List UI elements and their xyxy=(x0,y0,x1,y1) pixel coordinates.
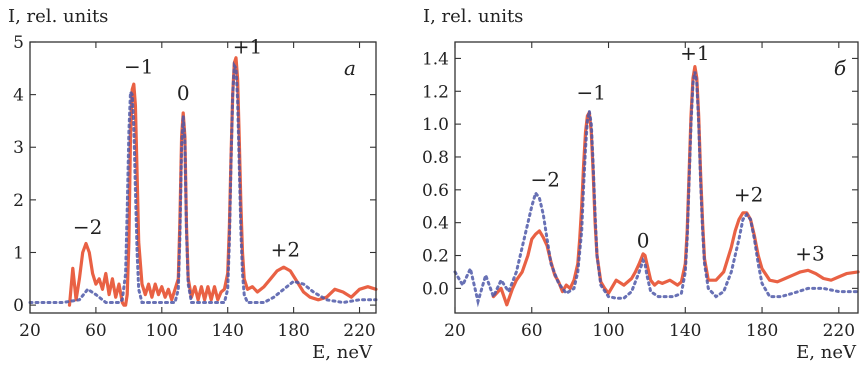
y-tick-label: 1.2 xyxy=(422,82,449,102)
y-tick-label: 0.8 xyxy=(422,148,449,168)
x-tick-label: 60 xyxy=(85,321,107,341)
plot-frame xyxy=(29,41,377,314)
peak-annotation: +1 xyxy=(233,35,262,59)
peak-annotation: +2 xyxy=(271,238,300,262)
peak-annotation: +3 xyxy=(795,241,824,265)
x-tick-label: 100 xyxy=(592,321,624,341)
y-tick-label: 1.4 xyxy=(422,49,449,69)
peak-annotation: −2 xyxy=(530,168,559,192)
peak-annotation: +1 xyxy=(680,41,709,65)
y-axis-label: I, rel. units xyxy=(423,6,523,27)
peak-annotation: −2 xyxy=(73,215,102,239)
y-tick-label: 0.0 xyxy=(422,279,449,299)
y-tick-label: 5 xyxy=(13,33,24,53)
y-tick-label: 0.6 xyxy=(422,181,449,201)
y-tick-label: 2 xyxy=(13,191,24,211)
panel-label: a xyxy=(344,56,356,80)
x-axis-label: E, neV xyxy=(796,342,857,363)
x-tick-label: 20 xyxy=(444,321,466,341)
x-tick-label: 220 xyxy=(343,321,375,341)
peak-annotation: −1 xyxy=(124,55,153,79)
y-tick-label: 4 xyxy=(13,86,24,106)
peak-annotation: 0 xyxy=(637,228,650,252)
series-dotted-line xyxy=(28,61,378,305)
x-tick-label: 220 xyxy=(823,321,855,341)
y-tick-label: 1 xyxy=(13,243,24,263)
y-tick-label: 0 xyxy=(13,296,24,316)
x-tick-label: 180 xyxy=(277,321,309,341)
x-tick-label: 140 xyxy=(669,321,701,341)
peak-annotation: −1 xyxy=(577,80,606,104)
x-tick-label: 180 xyxy=(746,321,778,341)
series-dotted-line xyxy=(453,71,860,308)
x-tick-label: 100 xyxy=(146,321,178,341)
y-tick-label: 1.0 xyxy=(422,115,449,135)
y-axis-label: I, rel. units xyxy=(8,6,108,27)
peak-annotation: 0 xyxy=(177,81,190,105)
plot-frame xyxy=(454,41,859,314)
y-tick-label: 0.4 xyxy=(422,214,449,234)
y-tick-label: 0.2 xyxy=(422,247,449,267)
x-tick-label: 140 xyxy=(211,321,243,341)
y-tick-label: 3 xyxy=(13,138,24,158)
panel-label: б xyxy=(834,56,847,80)
x-axis-label: E, neV xyxy=(312,342,373,363)
series-solid-line xyxy=(67,56,378,307)
x-tick-label: 60 xyxy=(521,321,543,341)
x-tick-label: 20 xyxy=(19,321,41,341)
peak-annotation: +2 xyxy=(734,182,763,206)
